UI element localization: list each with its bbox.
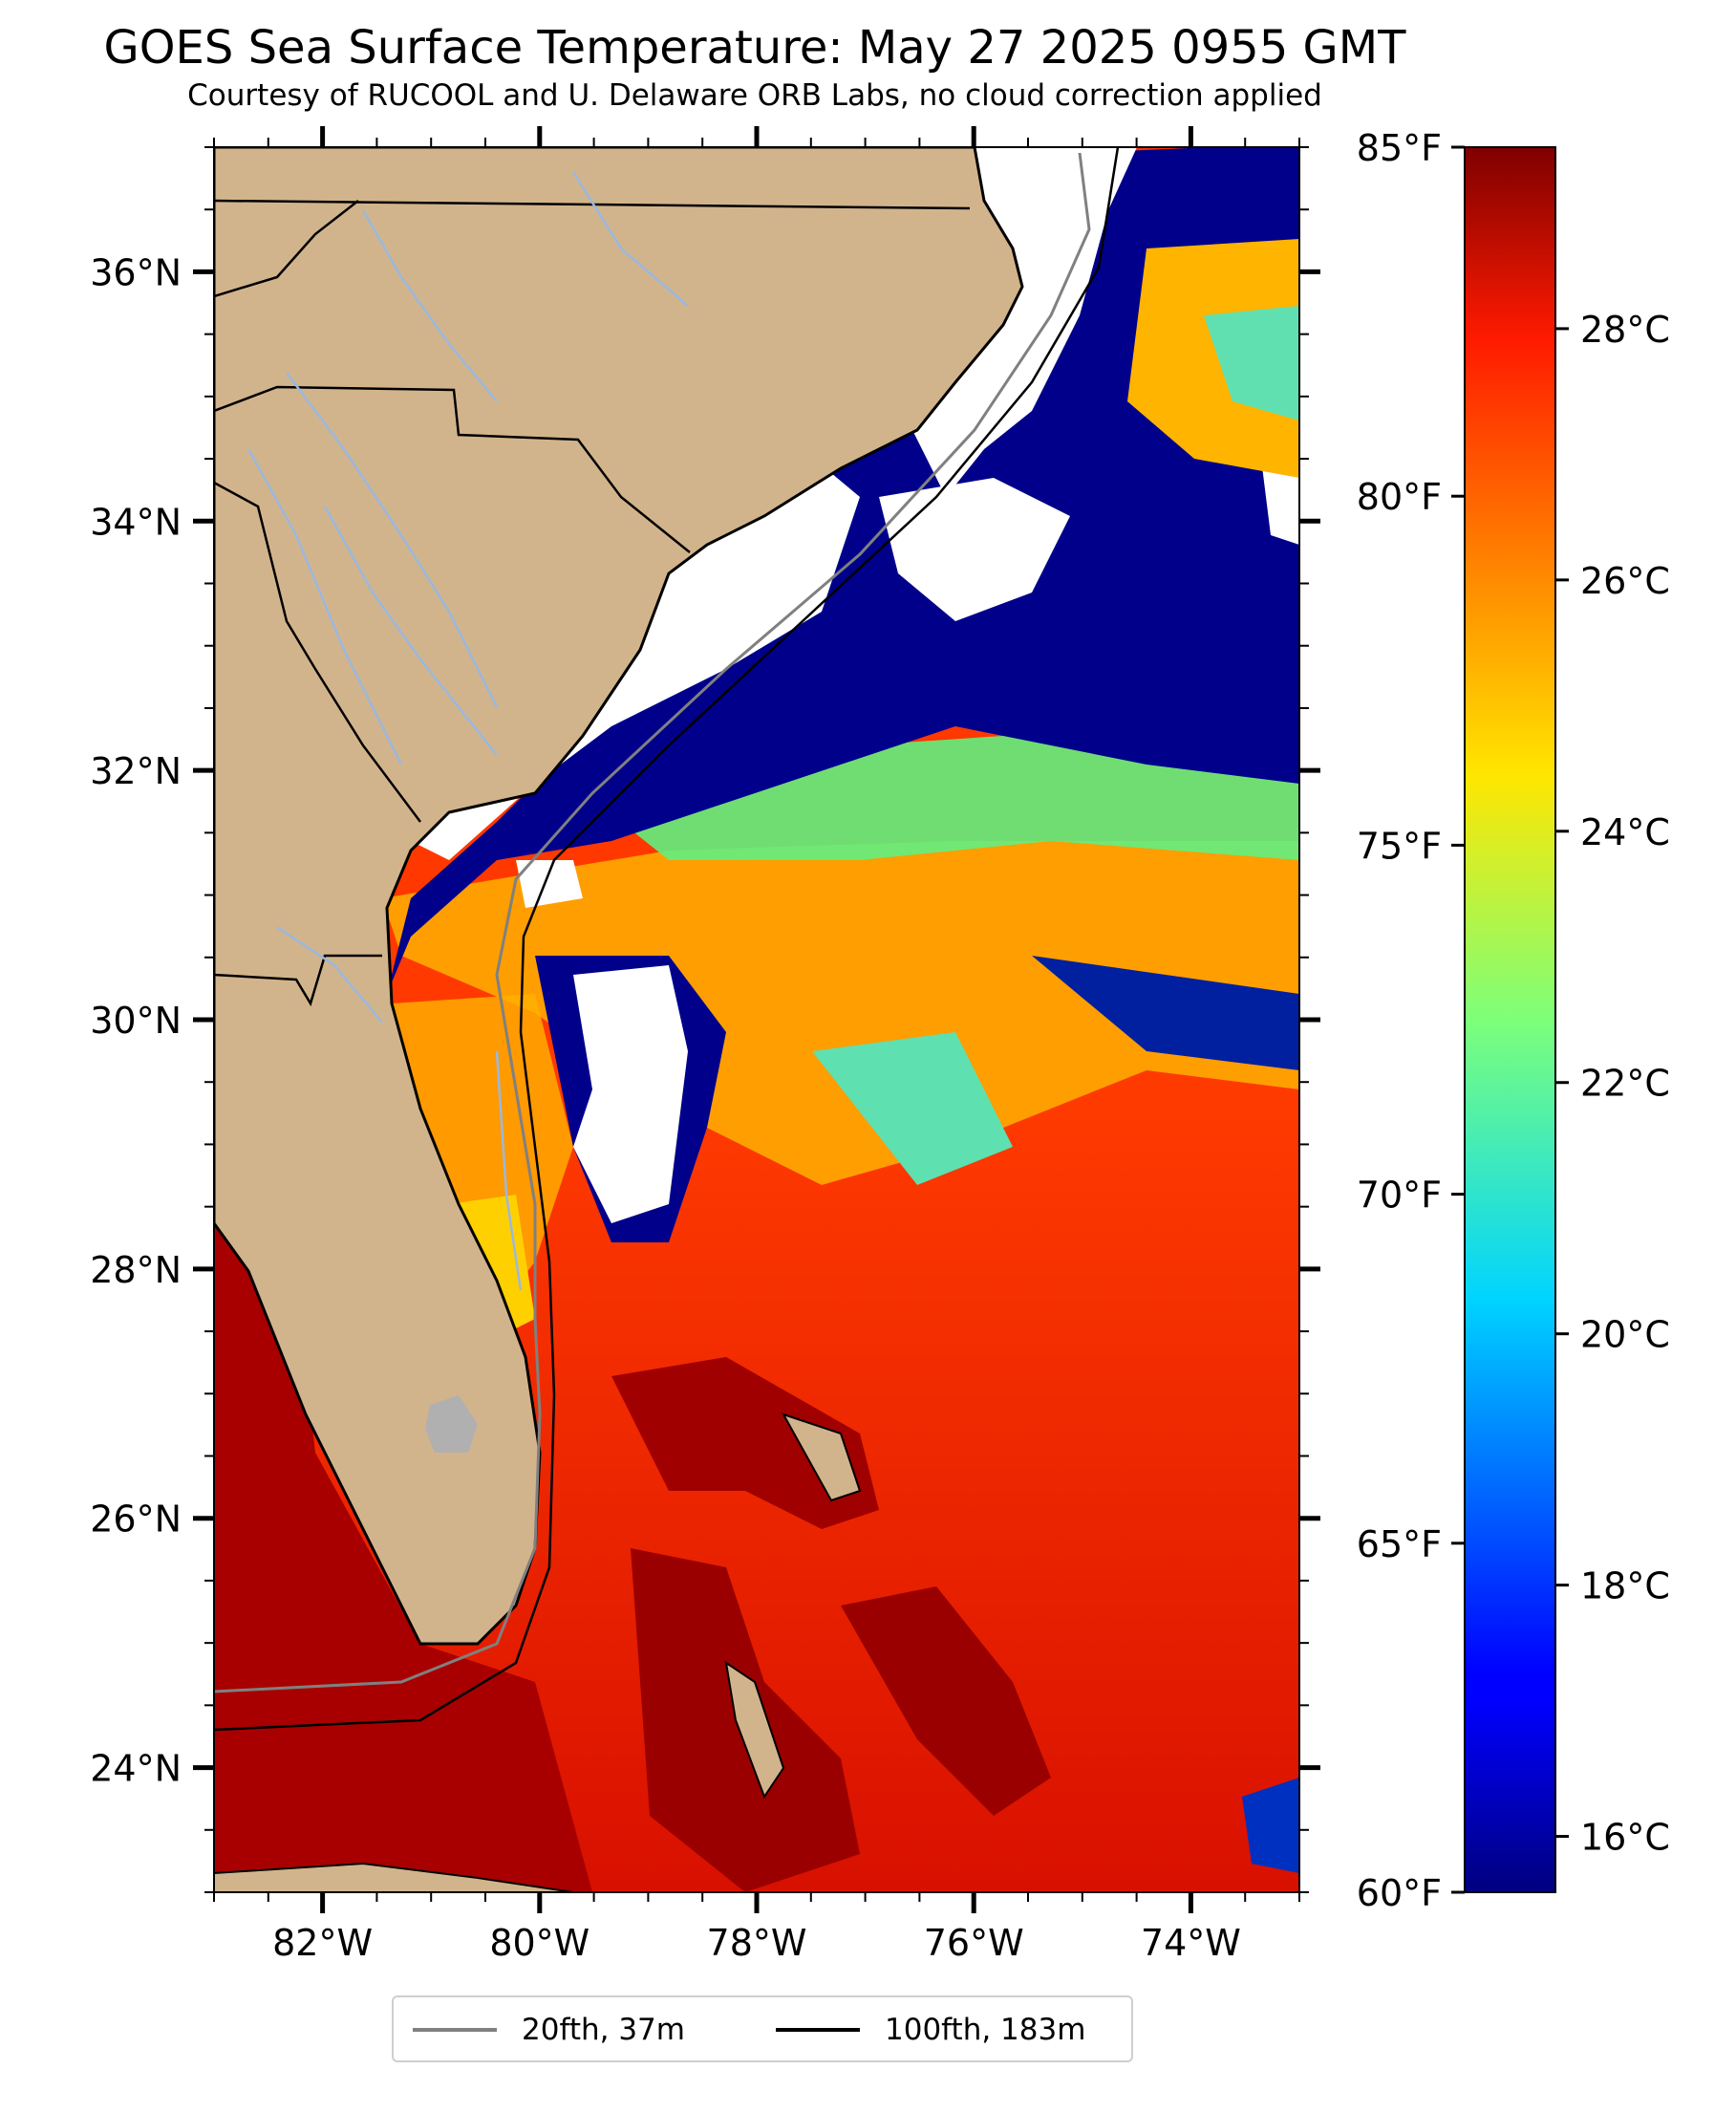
lat-tick-label: 34°N — [90, 501, 182, 543]
warm-patch-ne — [1127, 239, 1299, 478]
land-cuba — [214, 1862, 574, 1892]
legend-label-100fth: 100fth, 183m — [885, 2013, 1086, 2047]
hot-water-region — [214, 1147, 592, 1892]
colorbar-f-label: 70°F — [1357, 1175, 1442, 1217]
clouds-central — [879, 478, 1070, 621]
map-subtitle: Courtesy of RUCOOL and U. Delaware ORB L… — [187, 78, 1322, 113]
lat-axis-ticks: 24°N 26°N 28°N 30°N 32°N 34°N 36°N — [90, 146, 1320, 1893]
lat-tick-label: 30°N — [90, 1000, 182, 1042]
lat-tick-label: 32°N — [90, 750, 182, 792]
lat-tick-label: 24°N — [90, 1748, 182, 1790]
cyan-patch-ne — [1204, 306, 1299, 420]
colorbar-f-label: 80°F — [1357, 476, 1442, 518]
hot-water-bahamas — [611, 1357, 879, 1529]
lon-tick-label: 78°W — [707, 1922, 807, 1964]
rivers — [246, 171, 689, 1291]
colorbar-c-label: 16°C — [1580, 1817, 1670, 1859]
cold-water-region — [387, 147, 1299, 994]
cold-water-east — [1032, 956, 1299, 1070]
colorbar-c-label: 24°C — [1580, 811, 1670, 853]
isobath-legend: 20fth, 37m 100fth, 183m — [392, 1995, 1133, 2062]
clouds-florida-east — [573, 965, 688, 1223]
lon-tick-label: 76°W — [924, 1922, 1024, 1964]
colorbar-f-label: 85°F — [1357, 127, 1442, 169]
land-andros — [724, 1660, 785, 1800]
state-borders — [214, 199, 971, 1007]
colorbar-gradient — [1464, 146, 1556, 1893]
legend-item-100fth: 100fth, 183m — [776, 2013, 1085, 2047]
clouds-small — [516, 860, 583, 908]
colorbar-f-label: 65°F — [1357, 1523, 1442, 1565]
land-abaco — [781, 1412, 862, 1502]
colorbar-c-label: 28°C — [1580, 309, 1670, 351]
lon-tick-label: 82°W — [272, 1922, 373, 1964]
hot-water-east-islands — [841, 1586, 1051, 1816]
isobath-100fth — [214, 147, 1120, 1732]
cold-patch-se — [1242, 1778, 1299, 1873]
map-title: GOES Sea Surface Temperature: May 27 202… — [103, 21, 1406, 75]
colorbar-c-label: 26°C — [1580, 560, 1670, 602]
isobath-20fth — [214, 152, 1091, 1693]
transition-band — [382, 841, 1299, 1185]
lat-tick-label: 28°N — [90, 1249, 182, 1291]
land-us-southeast — [214, 147, 1024, 1646]
colorbar-celsius-ticks: 16°C 18°C 20°C 22°C 24°C 26°C 28°C — [1555, 309, 1670, 1859]
colorbar-f-label: 75°F — [1357, 825, 1442, 867]
legend-label-20fth: 20fth, 37m — [522, 2013, 685, 2047]
cyan-patches — [812, 1032, 1013, 1185]
colorbar-f-label: 60°F — [1357, 1872, 1442, 1914]
colorbar-c-label: 20°C — [1580, 1314, 1670, 1356]
legend-swatch-gray — [413, 2028, 497, 2032]
lon-tick-label: 74°W — [1141, 1922, 1241, 1964]
colorbar-fahrenheit-ticks: 60°F 65°F 70°F 75°F 80°F 85°F — [1357, 127, 1465, 1914]
legend-swatch-black — [776, 2028, 860, 2032]
colorbar-c-label: 22°C — [1580, 1063, 1670, 1105]
lon-tick-label: 80°W — [489, 1922, 589, 1964]
colorbar-c-label: 18°C — [1580, 1565, 1670, 1607]
lake-okeechobee — [425, 1395, 478, 1453]
legend-item-20fth: 20fth, 37m — [413, 2013, 685, 2047]
lon-axis-ticks: 82°W 80°W 78°W 76°W 74°W — [213, 126, 1300, 1964]
lat-tick-label: 26°N — [90, 1499, 182, 1541]
lat-tick-label: 36°N — [90, 251, 182, 293]
